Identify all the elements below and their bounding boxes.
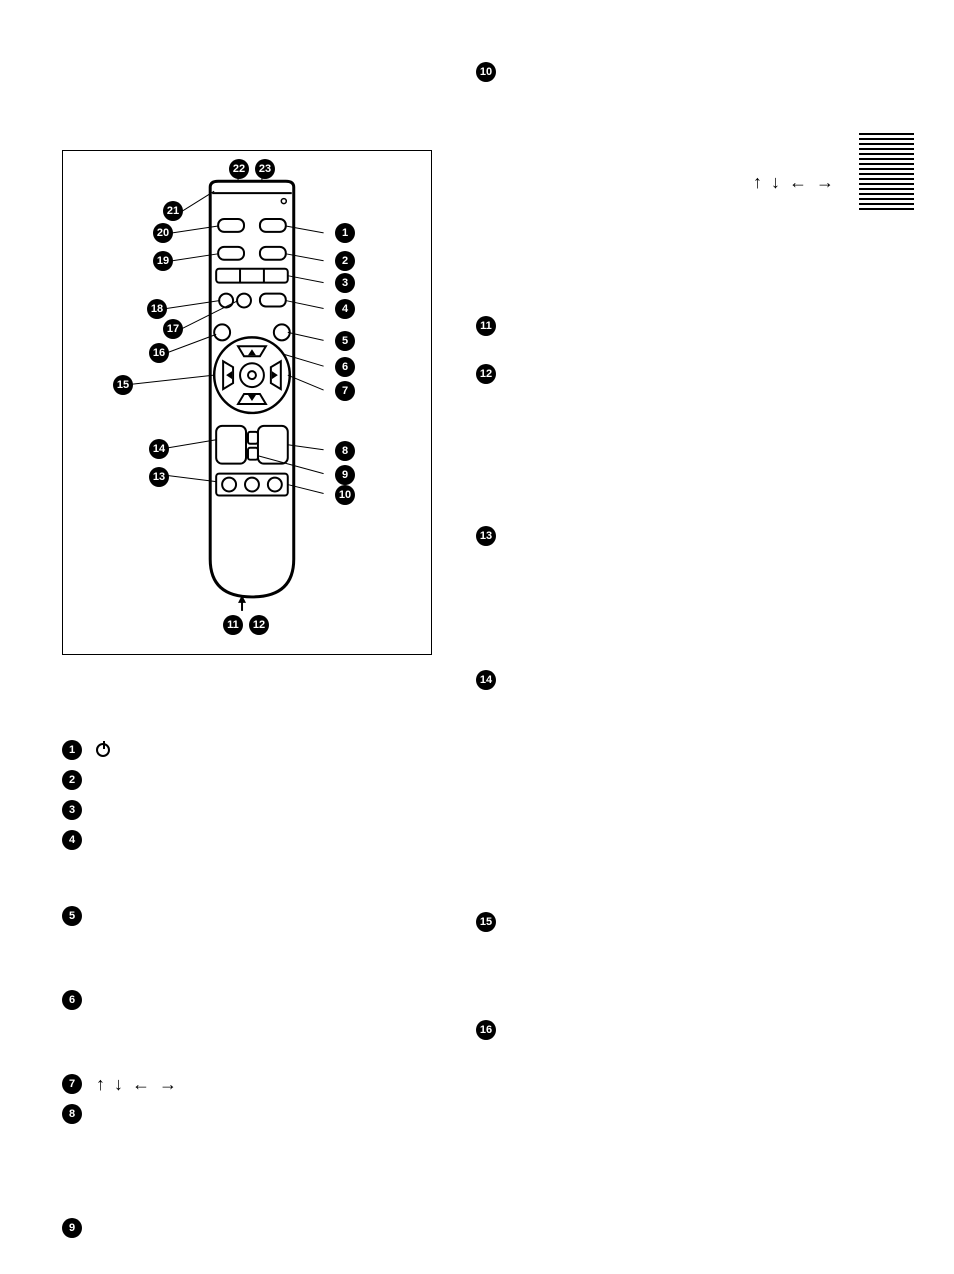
remote-svg — [63, 151, 431, 654]
remote-btn-17 — [237, 294, 251, 308]
item-12: 12 — [476, 364, 856, 522]
right-column: 10 11 12 13 14 ↑ ↓ ← → 15 16 — [476, 62, 856, 1084]
callout-12: 12 — [249, 615, 269, 635]
remote-diagram-frame: 22 23 21 20 19 18 17 16 15 14 13 1 2 3 4… — [62, 150, 432, 655]
item-15: 15 — [476, 912, 856, 1016]
item-11-bullet: 11 — [476, 316, 496, 336]
item-9: 9 — [62, 1218, 442, 1244]
remote-btn-5 — [274, 324, 290, 340]
item-1-bullet: 1 — [62, 740, 82, 760]
callout-22: 22 — [229, 159, 249, 179]
callout-23: 23 — [255, 159, 275, 179]
item-1-label — [96, 740, 442, 760]
item-3-bullet: 3 — [62, 800, 82, 820]
item-6-bullet: 6 — [62, 990, 82, 1010]
callout-6: 6 — [335, 357, 355, 377]
item-14: 14 ↑ ↓ ← → — [476, 670, 856, 908]
callout-2: 2 — [335, 251, 355, 271]
left-column: 1 2 3 4 5 6 7 ↑ ↓ ← → 8 9 — [62, 740, 442, 1248]
callout-7: 7 — [335, 381, 355, 401]
item-8-bullet: 8 — [62, 1104, 82, 1124]
item-5: 5 — [62, 906, 442, 986]
remote-btn-3-bar — [216, 269, 288, 283]
page-edge-hatch — [859, 130, 914, 210]
remote-btn-16 — [214, 324, 230, 340]
item-7-bullet: 7 — [62, 1074, 82, 1094]
remote-btn-1 — [260, 219, 286, 232]
item-7: 7 ↑ ↓ ← → — [62, 1074, 442, 1100]
callout-4: 4 — [335, 299, 355, 319]
callout-13: 13 — [149, 467, 169, 487]
callout-9: 9 — [335, 465, 355, 485]
item-5-bullet: 5 — [62, 906, 82, 926]
callout-3: 3 — [335, 273, 355, 293]
remote-btn-9b — [248, 448, 258, 460]
callout-10: 10 — [335, 485, 355, 505]
remote-btn-14 — [216, 426, 246, 464]
callout-15: 15 — [113, 375, 133, 395]
remote-btn-20 — [218, 219, 244, 232]
item-6: 6 — [62, 990, 442, 1070]
arrows-icon: ↑ ↓ ← → — [96, 1074, 179, 1094]
callout-11: 11 — [223, 615, 243, 635]
power-icon — [96, 743, 110, 757]
callout-21: 21 — [163, 201, 183, 221]
item-2: 2 — [62, 770, 442, 796]
arrows-icon-inline: ↑ ↓ ← → — [753, 172, 836, 192]
callout-19: 19 — [153, 251, 173, 271]
callout-1: 1 — [335, 223, 355, 243]
remote-btn-8 — [258, 426, 288, 464]
item-16-bullet: 16 — [476, 1020, 496, 1040]
callout-17: 17 — [163, 319, 183, 339]
item-13-bullet: 13 — [476, 526, 496, 546]
item-7-label: ↑ ↓ ← → — [96, 1074, 442, 1095]
callout-18: 18 — [147, 299, 167, 319]
item-12-bullet: 12 — [476, 364, 496, 384]
item-13: 13 — [476, 526, 856, 666]
item-16: 16 — [476, 1020, 856, 1080]
callout-20: 20 — [153, 223, 173, 243]
item-9-bullet: 9 — [62, 1218, 82, 1238]
item-10-bullet: 10 — [476, 62, 496, 82]
item-4-bullet: 4 — [62, 830, 82, 850]
item-15-bullet: 15 — [476, 912, 496, 932]
remote-btn-2 — [260, 247, 286, 260]
item-2-bullet: 2 — [62, 770, 82, 790]
callout-8: 8 — [335, 441, 355, 461]
item-11: 11 — [476, 316, 856, 360]
item-3: 3 — [62, 800, 442, 826]
callout-16: 16 — [149, 343, 169, 363]
remote-btn-19 — [218, 247, 244, 260]
item-1: 1 — [62, 740, 442, 766]
remote-led — [281, 199, 286, 204]
item-14-bullet: 14 — [476, 670, 496, 690]
callout-5: 5 — [335, 331, 355, 351]
remote-btn-4 — [260, 294, 286, 307]
item-4: 4 — [62, 830, 442, 902]
item-8: 8 — [62, 1104, 442, 1214]
remote-btn-18 — [219, 294, 233, 308]
remote-btn-9a — [248, 432, 258, 444]
callout-14: 14 — [149, 439, 169, 459]
